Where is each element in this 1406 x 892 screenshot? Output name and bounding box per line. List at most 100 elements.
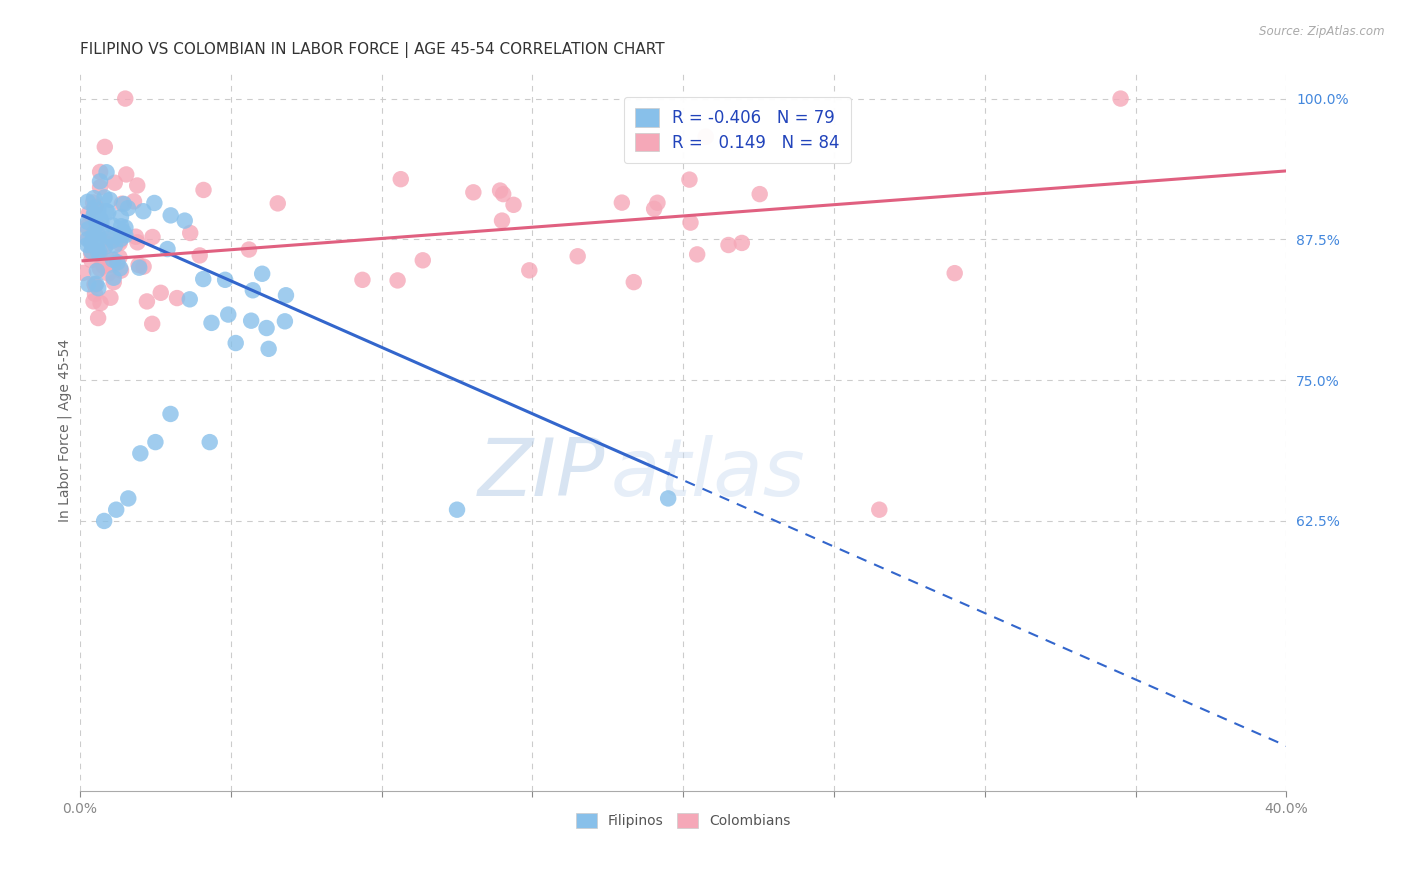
Point: [108, 235, 131, 250]
Point: [686, 247, 709, 261]
Point: [76, 219, 98, 234]
Point: [76, 215, 98, 229]
Point: [517, 263, 540, 277]
Point: [141, 230, 163, 244]
Point: [145, 435, 167, 450]
Point: [114, 92, 136, 106]
Point: [492, 187, 515, 202]
Point: [82, 243, 104, 257]
Point: [96, 236, 118, 251]
Point: [86, 240, 108, 254]
Point: [657, 491, 679, 506]
Point: [86, 264, 108, 278]
Point: [193, 183, 215, 197]
Point: [100, 257, 122, 271]
Legend: Filipinos, Colombians: Filipinos, Colombians: [569, 805, 797, 835]
Point: [93, 514, 115, 528]
Point: [90, 223, 112, 237]
Point: [188, 248, 211, 262]
Point: [93, 190, 115, 204]
Point: [256, 321, 278, 335]
Point: [83, 277, 105, 291]
Point: [101, 252, 124, 267]
Point: [108, 234, 131, 248]
Point: [112, 197, 135, 211]
Point: [87, 281, 110, 295]
Point: [159, 208, 181, 222]
Point: [114, 228, 136, 243]
Point: [717, 238, 740, 252]
Point: [352, 273, 374, 287]
Point: [105, 502, 128, 516]
Point: [678, 172, 700, 186]
Point: [179, 293, 201, 307]
Point: [86, 246, 108, 260]
Point: [89, 165, 111, 179]
Point: [83, 191, 105, 205]
Point: [76, 232, 98, 246]
Point: [111, 227, 134, 241]
Point: [89, 212, 111, 227]
Point: [412, 253, 434, 268]
Point: [166, 291, 188, 305]
Point: [89, 174, 111, 188]
Point: [76, 194, 98, 209]
Point: [82, 241, 104, 255]
Point: [104, 176, 127, 190]
Point: [695, 129, 717, 144]
Point: [217, 308, 239, 322]
Point: [82, 195, 104, 210]
Point: [387, 273, 409, 287]
Point: [623, 275, 645, 289]
Point: [489, 184, 512, 198]
Point: [143, 196, 166, 211]
Point: [83, 200, 105, 214]
Y-axis label: In Labor Force | Age 45-54: In Labor Force | Age 45-54: [58, 339, 72, 523]
Point: [132, 204, 155, 219]
Point: [111, 196, 134, 211]
Point: [96, 204, 118, 219]
Point: [156, 242, 179, 256]
Point: [90, 216, 112, 230]
Point: [679, 216, 702, 230]
Point: [107, 255, 129, 269]
Text: ZIP: ZIP: [478, 435, 605, 513]
Point: [101, 234, 124, 248]
Point: [83, 207, 105, 221]
Point: [89, 180, 111, 194]
Point: [100, 291, 122, 305]
Point: [89, 247, 111, 261]
Point: [97, 205, 120, 219]
Point: [83, 229, 105, 244]
Point: [80, 246, 103, 260]
Point: [112, 225, 135, 239]
Point: [72, 266, 94, 280]
Point: [84, 286, 107, 301]
Point: [101, 219, 124, 233]
Point: [868, 502, 890, 516]
Point: [115, 168, 138, 182]
Point: [110, 261, 132, 276]
Point: [127, 178, 149, 193]
Point: [242, 283, 264, 297]
Point: [159, 407, 181, 421]
Point: [96, 251, 118, 265]
Point: [89, 244, 111, 259]
Point: [267, 196, 290, 211]
Point: [77, 206, 100, 220]
Point: [98, 193, 121, 207]
Point: [77, 222, 100, 236]
Point: [127, 235, 149, 250]
Point: [128, 260, 150, 275]
Text: atlas: atlas: [610, 435, 806, 513]
Point: [389, 172, 412, 186]
Point: [214, 273, 236, 287]
Point: [257, 342, 280, 356]
Point: [647, 195, 669, 210]
Point: [86, 215, 108, 229]
Point: [463, 186, 485, 200]
Point: [610, 195, 633, 210]
Point: [135, 294, 157, 309]
Point: [643, 202, 665, 216]
Point: [122, 194, 145, 209]
